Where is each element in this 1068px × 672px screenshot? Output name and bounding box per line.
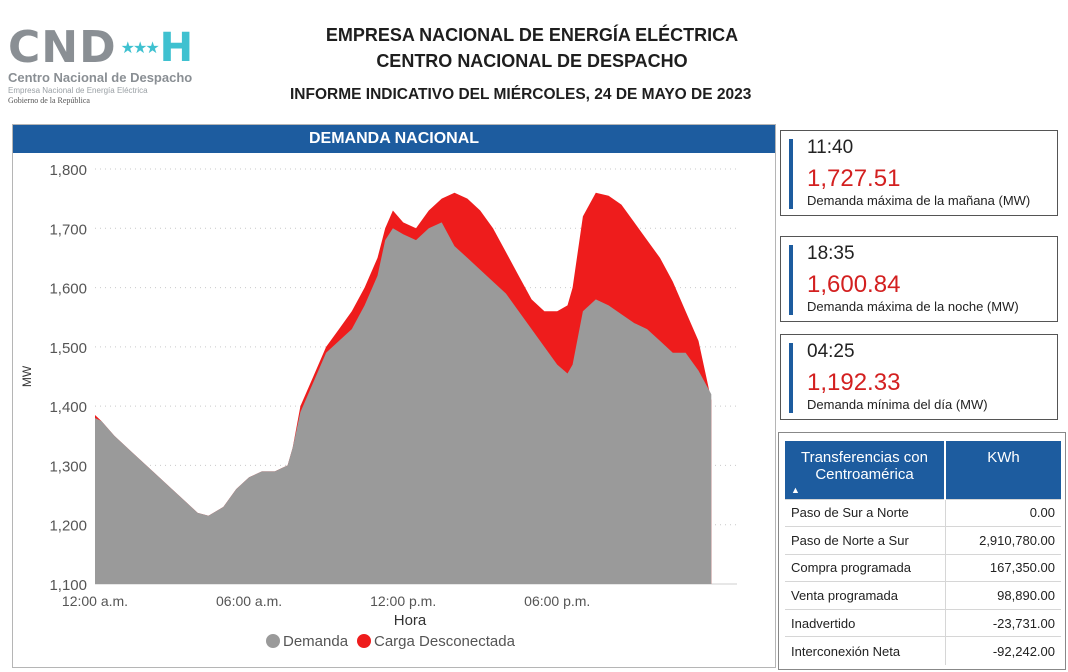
y-tick-label: 1,100: [49, 577, 87, 594]
stat-accent-bar: [789, 139, 793, 209]
y-tick-label: 1,200: [49, 518, 87, 535]
y-tick-label: 1,800: [49, 162, 87, 179]
transfer-value: -23,731.00: [945, 608, 1061, 637]
report-header: EMPRESA NACIONAL DE ENERGÍA ELÉCTRICA CE…: [288, 22, 776, 74]
x-tick-label: 12:00 p.m.: [370, 593, 436, 609]
y-axis-label: MW: [20, 365, 34, 387]
stat-card-day-min: 04:25 1,192.33 Demanda mínima del día (M…: [780, 334, 1058, 420]
logo-stars-icon: ★★★: [120, 38, 160, 57]
stat-card-night-max: 18:35 1,600.84 Demanda máxima de la noch…: [780, 236, 1058, 322]
table-row: Paso de Norte a Sur 2,910,780.00: [785, 526, 1061, 555]
y-tick-label: 1,600: [49, 281, 87, 298]
transfers-header-name[interactable]: Transferencias con Centroamérica ▲: [785, 441, 946, 499]
table-row: Paso de Sur a Norte 0.00: [785, 498, 1061, 527]
transfer-name: Venta programada: [785, 581, 946, 610]
logo-h-text: H: [159, 25, 195, 71]
x-axis-label: Hora: [394, 612, 427, 629]
company-title: EMPRESA NACIONAL DE ENERGÍA ELÉCTRICA: [325, 25, 739, 45]
transfer-value: 98,890.00: [945, 581, 1061, 610]
transfer-name: Interconexión Neta: [785, 636, 946, 665]
x-tick-label: 06:00 a.m.: [216, 593, 282, 609]
x-tick-label: 06:00 p.m.: [524, 593, 590, 609]
stat-value: 1,600.84: [807, 271, 901, 298]
y-tick-label: 1,700: [49, 221, 87, 238]
center-title: CENTRO NACIONAL DE DESPACHO: [376, 51, 688, 71]
y-tick-label: 1,400: [49, 399, 87, 416]
table-row: Venta programada 98,890.00: [785, 581, 1061, 610]
transfer-value: 167,350.00: [945, 553, 1061, 582]
transfers-header-unit[interactable]: KWh: [945, 441, 1061, 499]
y-tick-label: 1,300: [49, 458, 87, 475]
series-demanda-area: [95, 222, 712, 584]
stat-card-morning-max: 11:40 1,727.51 Demanda máxima de la maña…: [780, 130, 1058, 216]
logo-subtitle: Centro Nacional de Despacho: [8, 70, 193, 85]
stat-label: Demanda máxima de la noche (MW): [807, 299, 1019, 314]
table-row: Compra programada 167,350.00: [785, 553, 1061, 582]
x-tick-label: 12:00 a.m.: [62, 593, 128, 609]
stat-accent-bar: [789, 343, 793, 413]
stat-time: 11:40: [807, 137, 854, 158]
report-date-title: INFORME INDICATIVO DEL MIÉRCOLES, 24 DE …: [290, 86, 752, 103]
sort-ascending-icon[interactable]: ▲: [791, 485, 800, 495]
transfer-value: -92,242.00: [945, 636, 1061, 665]
legend-carga-marker: [357, 634, 371, 648]
y-tick-label: 1,500: [49, 340, 87, 357]
transfers-header-label: Transferencias con Centroamérica: [800, 449, 928, 483]
logo-wordmark: CND ★★★ H: [8, 22, 248, 73]
national-demand-chart-panel: DEMANDA NACIONAL 1,800 1,700 1,600 1,500 1,4…: [12, 124, 776, 668]
logo-company: Empresa Nacional de Energía Eléctrica: [8, 86, 148, 95]
stat-time: 04:25: [807, 341, 855, 362]
transfer-name: Paso de Sur a Norte: [785, 498, 946, 527]
legend-carga-label: Carga Desconectada: [374, 633, 516, 650]
logo-government: Gobierno de la República: [8, 96, 90, 105]
transfers-panel: Transferencias con Centroamérica ▲ KWh P…: [778, 432, 1066, 670]
transfer-name: Paso de Norte a Sur: [785, 526, 946, 555]
table-row: Interconexión Neta -92,242.00: [785, 636, 1061, 665]
transfers-table: Transferencias con Centroamérica ▲ KWh P…: [785, 441, 1061, 665]
transfer-name: Inadvertido: [785, 608, 946, 637]
legend-demanda-marker: [266, 634, 280, 648]
stat-label: Demanda máxima de la mañana (MW): [807, 193, 1031, 208]
table-row: Inadvertido -23,731.00: [785, 608, 1061, 637]
legend-demanda-label: Demanda: [283, 633, 349, 650]
national-demand-chart: 1,800 1,700 1,600 1,500 1,400 1,300 1,200 1,100…: [20, 162, 737, 650]
stat-time: 18:35: [807, 243, 855, 264]
transfer-value: 2,910,780.00: [945, 526, 1061, 555]
transfer-value: 0.00: [945, 498, 1061, 527]
chart-title: DEMANDA NACIONAL: [13, 125, 775, 153]
stat-label: Demanda mínima del día (MW): [807, 397, 988, 412]
stat-accent-bar: [789, 245, 793, 315]
cnd-logo: CND ★★★ H Centro Nacional de Despacho Em…: [8, 26, 248, 110]
stat-value: 1,727.51: [807, 165, 901, 192]
logo-cnd-text: CND: [8, 22, 117, 73]
transfer-name: Compra programada: [785, 553, 946, 582]
stat-value: 1,192.33: [807, 369, 901, 396]
